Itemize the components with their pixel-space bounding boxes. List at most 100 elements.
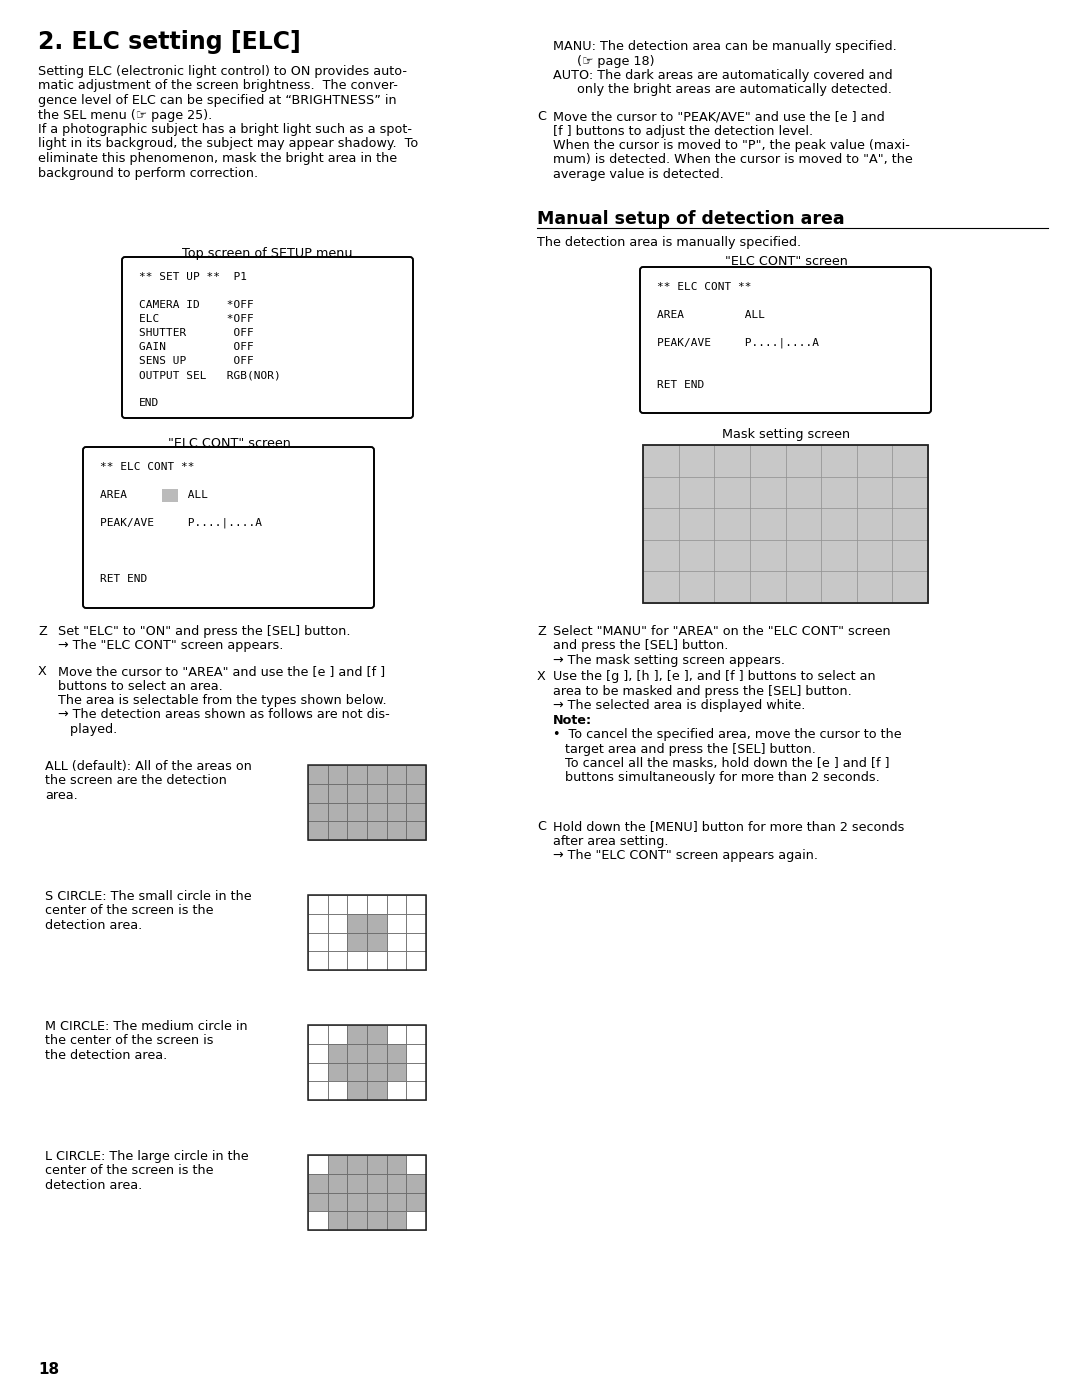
Bar [327,914,348,933]
Bar [348,1044,367,1062]
Text: matic adjustment of the screen brightness.  The conver-: matic adjustment of the screen brightnes… [38,80,397,92]
Bar [367,765,387,783]
Text: To cancel all the masks, hold down the [e ] and [f ]: To cancel all the masks, hold down the [… [553,757,890,769]
Text: center of the screen is the: center of the screen is the [45,905,214,918]
Text: only the bright areas are automatically detected.: only the bright areas are automatically … [553,84,892,97]
FancyBboxPatch shape [83,448,374,609]
Text: Set "ELC" to "ON" and press the [SEL] button.: Set "ELC" to "ON" and press the [SEL] bu… [58,625,351,638]
Text: the detection area.: the detection area. [45,1049,167,1062]
Bar [406,951,426,970]
Text: Use the [g ], [h ], [e ], and [f ] buttons to select an: Use the [g ], [h ], [e ], and [f ] butto… [553,670,876,683]
Bar [367,1044,387,1062]
Bar [387,783,406,803]
Text: The area is selectable from the types shown below.: The area is selectable from the types sh… [58,694,387,706]
Bar [750,445,785,477]
Bar [643,445,928,603]
Bar [348,1062,367,1081]
Bar [406,803,426,821]
Text: Mask setting screen: Mask setting screen [721,428,850,441]
FancyBboxPatch shape [640,267,931,413]
Text: C: C [537,820,546,832]
Bar [892,445,928,477]
Bar [308,1156,426,1230]
Text: gence level of ELC can be specified at “BRIGHTNESS” in: gence level of ELC can be specified at “… [38,94,396,106]
Text: (☞ page 18): (☞ page 18) [553,55,654,67]
Text: Z: Z [38,625,46,638]
Text: PEAK/AVE     P....|....A: PEAK/AVE P....|....A [657,339,819,348]
Bar [643,571,678,603]
Text: SHUTTER       OFF: SHUTTER OFF [139,327,254,339]
Bar [348,1212,367,1230]
Text: background to perform correction.: background to perform correction. [38,166,258,179]
Text: Select "MANU" for "AREA" on the "ELC CONT" screen: Select "MANU" for "AREA" on the "ELC CON… [553,625,891,638]
FancyBboxPatch shape [122,257,413,418]
Text: center of the screen is the: center of the screen is the [45,1164,214,1178]
Bar [327,895,348,914]
Bar [308,1174,327,1192]
Bar [892,477,928,508]
Bar [643,508,678,540]
Text: M CIRCLE: The medium circle in: M CIRCLE: The medium circle in [45,1020,247,1032]
Bar [348,783,367,803]
Text: mum) is detected. When the cursor is moved to "A", the: mum) is detected. When the cursor is mov… [553,154,913,166]
Bar [750,571,785,603]
Text: → The "ELC CONT" screen appears.: → The "ELC CONT" screen appears. [58,639,283,652]
Bar [367,1156,387,1174]
Bar [856,477,892,508]
Bar [367,933,387,951]
Bar [327,1044,348,1062]
Text: "ELC CONT" screen: "ELC CONT" screen [167,436,291,450]
Bar [308,821,327,839]
Text: 2. ELC setting [ELC]: 2. ELC setting [ELC] [38,29,300,55]
Bar [327,1025,348,1044]
Bar [327,803,348,821]
Text: after area setting.: after area setting. [553,834,669,848]
Bar [643,540,678,571]
Bar [367,1081,387,1100]
Text: ** ELC CONT **: ** ELC CONT ** [657,283,752,292]
Text: The detection area is manually specified.: The detection area is manually specified… [537,236,801,249]
Bar [678,445,714,477]
Bar [348,1192,367,1212]
Bar [406,765,426,783]
Bar [387,1156,406,1174]
Text: When the cursor is moved to "P", the peak value (maxi-: When the cursor is moved to "P", the pea… [553,139,909,152]
Text: Note:: Note: [553,713,592,726]
Text: X: X [38,665,46,679]
Bar [327,1156,348,1174]
Bar [406,1192,426,1212]
Bar [327,765,348,783]
Bar [308,783,327,803]
Bar [856,571,892,603]
Bar [327,1062,348,1081]
Bar [821,540,856,571]
Text: MANU: The detection area can be manually specified.: MANU: The detection area can be manually… [553,41,896,53]
Bar [856,540,892,571]
Bar [367,1174,387,1192]
Text: → The detection areas shown as follows are not dis-: → The detection areas shown as follows a… [58,708,390,722]
Text: •  To cancel the specified area, move the cursor to the: • To cancel the specified area, move the… [553,727,902,741]
Text: Hold down the [MENU] button for more than 2 seconds: Hold down the [MENU] button for more tha… [553,820,904,832]
Text: OUTPUT SEL   RGB(NOR): OUTPUT SEL RGB(NOR) [139,369,281,381]
Text: buttons to select an area.: buttons to select an area. [58,680,222,693]
Bar [308,1025,426,1100]
Bar [367,1212,387,1230]
Bar [308,1156,327,1174]
Text: If a photographic subject has a bright light such as a spot-: If a photographic subject has a bright l… [38,123,411,136]
Text: ** SET UP **  P1: ** SET UP ** P1 [139,271,247,283]
Text: Setting ELC (electronic light control) to ON provides auto-: Setting ELC (electronic light control) t… [38,64,407,78]
Text: the center of the screen is: the center of the screen is [45,1034,214,1048]
Bar [308,765,327,783]
Bar [348,914,367,933]
Bar [348,951,367,970]
Text: X: X [537,670,545,683]
Bar [348,1174,367,1192]
Bar [678,477,714,508]
Bar [387,821,406,839]
Bar [892,508,928,540]
Bar [308,914,327,933]
Bar [348,933,367,951]
Bar [327,783,348,803]
Bar [387,951,406,970]
Text: average value is detected.: average value is detected. [553,168,724,180]
